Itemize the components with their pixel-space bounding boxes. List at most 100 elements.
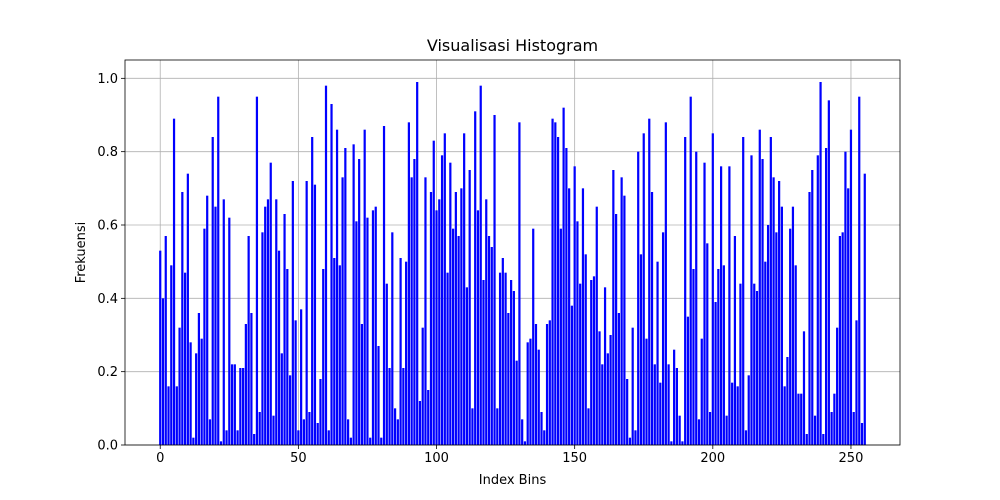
bar bbox=[451, 228, 455, 445]
bar bbox=[385, 283, 388, 445]
bar bbox=[330, 104, 333, 445]
bar bbox=[225, 430, 228, 445]
bar bbox=[498, 272, 502, 445]
bar bbox=[678, 415, 681, 445]
x-tick-label: 100 bbox=[424, 451, 449, 466]
bar bbox=[775, 232, 778, 445]
bar bbox=[653, 364, 656, 445]
bar bbox=[476, 210, 480, 445]
bar bbox=[352, 144, 355, 446]
bar bbox=[758, 129, 761, 445]
bar bbox=[479, 85, 482, 446]
bar bbox=[413, 159, 416, 445]
bar bbox=[507, 313, 510, 445]
bar bbox=[764, 261, 767, 445]
bar bbox=[562, 107, 565, 446]
bar bbox=[493, 115, 496, 445]
y-tick-label: 0.0 bbox=[97, 439, 118, 454]
bar bbox=[286, 269, 289, 445]
bar bbox=[576, 221, 579, 445]
bar bbox=[816, 155, 819, 446]
bar bbox=[700, 338, 703, 445]
bar bbox=[347, 419, 350, 445]
bar bbox=[485, 199, 488, 445]
bar bbox=[714, 302, 717, 445]
bar bbox=[783, 386, 786, 445]
bar bbox=[261, 232, 264, 445]
x-tick-label: 150 bbox=[562, 451, 587, 466]
bar bbox=[363, 129, 366, 445]
bar bbox=[711, 133, 714, 446]
bar bbox=[819, 82, 822, 445]
bar bbox=[822, 434, 825, 445]
bar bbox=[463, 133, 466, 446]
bar bbox=[847, 188, 850, 446]
bar bbox=[590, 280, 593, 445]
bar bbox=[728, 166, 731, 446]
bar bbox=[725, 415, 728, 445]
bar bbox=[233, 364, 236, 445]
bar bbox=[208, 419, 212, 445]
bar bbox=[634, 430, 637, 445]
bar bbox=[341, 177, 344, 446]
bar bbox=[755, 291, 759, 445]
bar bbox=[579, 283, 582, 445]
bar bbox=[681, 441, 684, 445]
bar bbox=[197, 313, 201, 445]
bar bbox=[860, 423, 864, 445]
bar bbox=[482, 280, 485, 445]
bar bbox=[206, 195, 209, 445]
bar bbox=[460, 188, 463, 446]
bar bbox=[584, 254, 587, 445]
bar bbox=[288, 375, 292, 445]
bar bbox=[410, 177, 413, 446]
bar bbox=[178, 327, 181, 445]
bar bbox=[515, 360, 518, 445]
bar bbox=[595, 206, 598, 445]
bar bbox=[695, 151, 698, 445]
bar bbox=[333, 258, 336, 445]
x-axis-label: Index Bins bbox=[479, 473, 547, 488]
x-tick-label: 250 bbox=[839, 451, 864, 466]
bar bbox=[512, 291, 515, 445]
bar bbox=[316, 423, 319, 445]
bar bbox=[374, 206, 377, 445]
y-tick-label: 0.2 bbox=[97, 365, 118, 380]
bar bbox=[349, 437, 352, 445]
bar bbox=[667, 364, 670, 445]
bar bbox=[620, 177, 623, 446]
bar bbox=[824, 148, 828, 445]
bar bbox=[852, 412, 855, 445]
bar bbox=[244, 324, 247, 445]
bar bbox=[355, 221, 358, 445]
bar bbox=[744, 430, 748, 445]
bar bbox=[239, 368, 242, 445]
bar bbox=[405, 261, 408, 445]
bar bbox=[164, 236, 167, 445]
bar bbox=[684, 137, 687, 445]
bar bbox=[393, 408, 397, 445]
bar bbox=[645, 338, 648, 445]
bar bbox=[609, 335, 612, 445]
bar bbox=[283, 214, 286, 445]
bar bbox=[642, 133, 645, 446]
bar bbox=[733, 236, 737, 445]
y-tick-label: 1.0 bbox=[97, 72, 118, 87]
bar bbox=[266, 199, 270, 445]
bar bbox=[587, 408, 590, 445]
bar bbox=[626, 379, 629, 445]
bar bbox=[189, 342, 192, 445]
bar bbox=[565, 148, 568, 445]
bar bbox=[849, 129, 853, 445]
bar bbox=[855, 320, 858, 445]
bar bbox=[302, 419, 306, 445]
bar bbox=[510, 280, 513, 445]
bar bbox=[280, 353, 283, 445]
bar bbox=[402, 368, 405, 445]
bar bbox=[521, 419, 524, 445]
bar bbox=[863, 173, 866, 445]
bar bbox=[443, 133, 446, 446]
bar bbox=[211, 137, 214, 445]
bar bbox=[446, 272, 449, 445]
